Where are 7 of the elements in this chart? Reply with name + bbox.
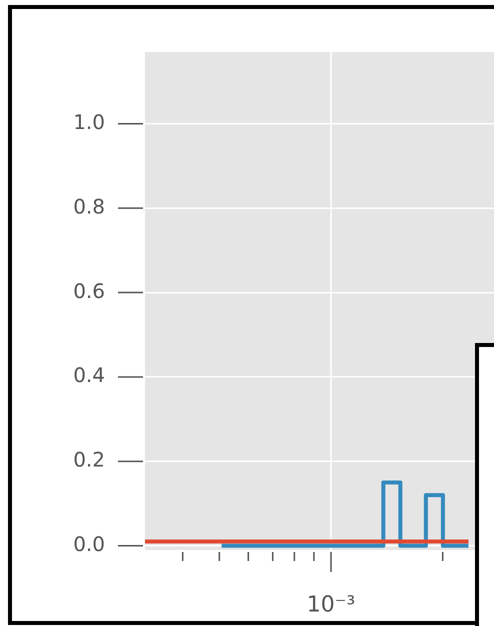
y-tick-label: 0.6: [73, 278, 105, 303]
y-tick-label: 0.8: [73, 194, 105, 218]
y-tick-label: 0.0: [73, 532, 105, 556]
y-tick-label: 0.2: [73, 448, 105, 472]
text: 10⁻³: [306, 592, 356, 618]
y-tick-label: 0.4: [73, 363, 105, 388]
y-tick-label: 1.0: [73, 110, 105, 134]
